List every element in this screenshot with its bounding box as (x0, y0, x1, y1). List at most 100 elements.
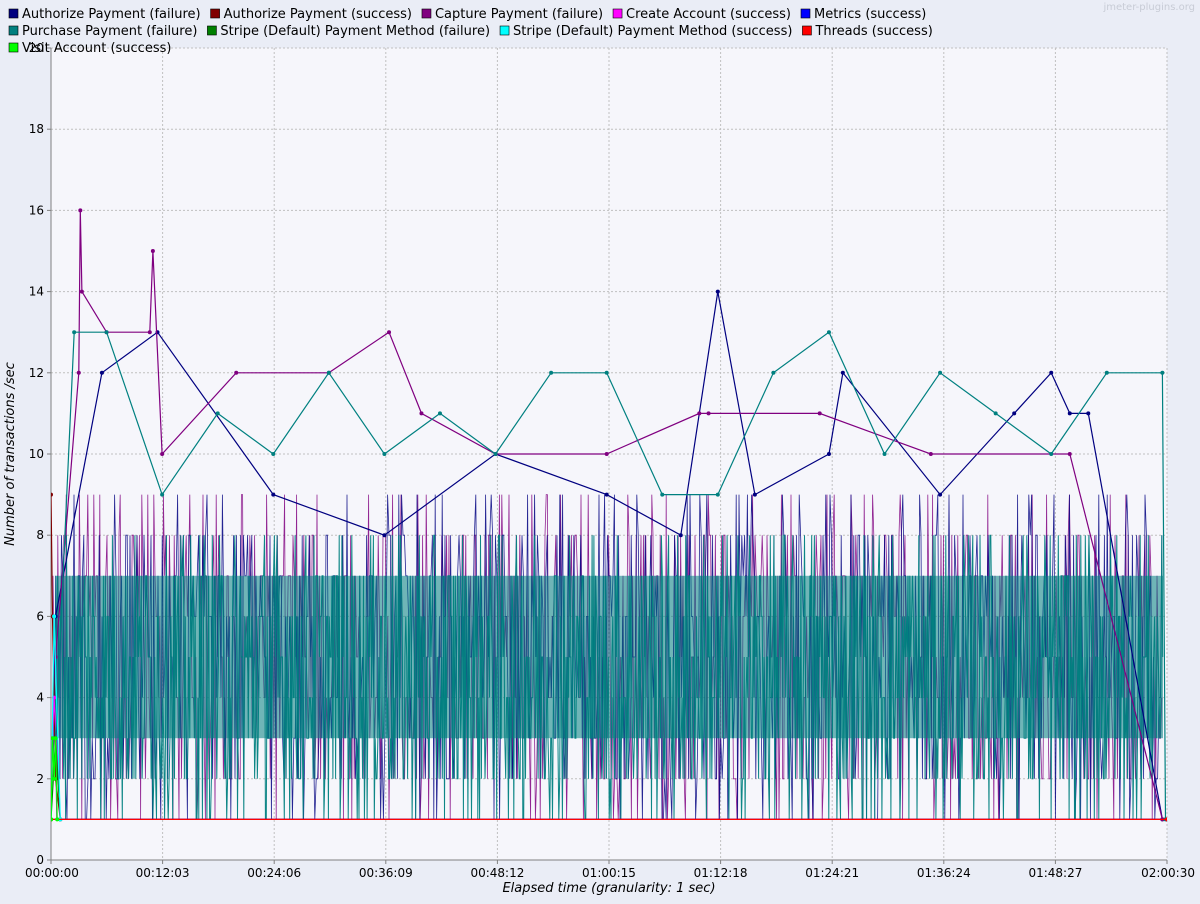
x-tick-label: 00:36:09 (359, 866, 413, 880)
y-tick-label: 18 (29, 122, 44, 136)
data-point (826, 452, 831, 456)
y-tick-label: 14 (29, 285, 44, 299)
data-point (99, 370, 104, 375)
data-point (678, 533, 683, 538)
data-point (715, 289, 720, 294)
data-point (1160, 370, 1165, 375)
data-point (882, 452, 887, 456)
y-tick-label: 12 (29, 366, 44, 380)
legend-entry: Authorize Payment (failure) (22, 7, 201, 22)
y-tick-labels: 0 2 4 6 8 10 12 14 16 18 20 (29, 41, 51, 867)
data-point (771, 370, 776, 375)
y-tick-label: 16 (29, 203, 44, 217)
data-point (604, 370, 609, 375)
data-point (437, 411, 442, 416)
data-point (840, 370, 845, 375)
x-tick-label: 01:00:15 (582, 866, 636, 880)
data-point (104, 330, 109, 335)
series-line (55, 291, 1163, 820)
data-point (493, 452, 498, 456)
legend-swatch (499, 25, 510, 36)
data-point (382, 533, 387, 538)
y-tick-label: 4 (36, 691, 44, 705)
data-point (382, 452, 387, 456)
data-point (52, 776, 57, 781)
y-tick-label: 2 (36, 772, 44, 786)
series-core-band (55, 575, 1163, 739)
legend-entry: Purchase Payment (failure) (22, 24, 197, 39)
data-point (52, 614, 57, 619)
y-tick-label: 6 (36, 609, 44, 623)
data-point (549, 370, 554, 375)
data-point (938, 492, 943, 497)
data-point (1067, 452, 1072, 456)
data-point (147, 330, 152, 335)
x-tick-label: 00:48:12 (470, 866, 524, 880)
data-point (928, 452, 933, 456)
legend-swatch (207, 25, 217, 36)
x-tick-label: 01:12:18 (694, 866, 748, 880)
legend-swatch (802, 25, 812, 36)
y-tick-label: 20 (29, 41, 44, 55)
data-point (1049, 452, 1054, 456)
data-point (817, 411, 822, 416)
data-point (604, 452, 609, 456)
data-point (697, 411, 702, 416)
data-point (326, 370, 331, 375)
data-point (604, 492, 609, 497)
x-tick-label: 00:00:00 (25, 866, 79, 880)
series-layer (51, 208, 1167, 822)
data-point (271, 492, 276, 497)
data-point (706, 411, 711, 416)
data-point (215, 411, 220, 416)
data-point (76, 370, 81, 375)
data-point (660, 492, 665, 497)
data-point (1086, 411, 1091, 416)
data-point (1012, 411, 1017, 416)
data-point (51, 492, 53, 497)
x-axis-label: Elapsed time (granularity: 1 sec) (502, 881, 715, 896)
data-point (51, 736, 55, 741)
data-point (1067, 411, 1072, 416)
legend-swatch (210, 8, 220, 19)
x-tick-label: 01:48:27 (1028, 866, 1082, 880)
legend: Authorize Payment (failure) Authorize Pay… (8, 7, 933, 56)
legend-swatch (421, 8, 432, 19)
legend-entry: Create Account (success) (626, 7, 791, 22)
data-point (160, 492, 165, 497)
y-tick-label: 0 (36, 853, 44, 867)
data-point (150, 249, 155, 253)
data-point (72, 330, 77, 335)
legend-entry: Capture Payment (failure) (435, 7, 603, 22)
data-point (826, 330, 831, 335)
legend-entry: Threads (success) (814, 24, 932, 39)
data-point (387, 330, 392, 335)
y-tick-label: 8 (36, 528, 44, 542)
x-tick-label: 00:24:06 (247, 866, 301, 880)
legend-swatch (8, 25, 19, 36)
data-point (938, 370, 943, 375)
data-point (419, 411, 424, 416)
x-tick-label: 02:00:30 (1141, 866, 1195, 880)
watermark: jmeter-plugins.org (1102, 2, 1195, 13)
series-9 (51, 736, 60, 822)
y-axis-label: Number of transactions /sec (3, 362, 18, 546)
legend-swatch (800, 8, 811, 19)
data-point (1165, 817, 1167, 822)
data-point (1049, 370, 1054, 375)
x-tick-labels: 00:00:00 00:12:03 00:24:06 00:36:09 00:48:12… (25, 860, 1195, 880)
x-tick-label: 00:12:03 (136, 866, 190, 880)
data-point (993, 411, 998, 416)
data-point (715, 492, 720, 497)
data-point (271, 452, 276, 456)
x-tick-label: 01:36:24 (917, 866, 971, 880)
legend-entry: Stripe (Default) Payment Method (failure… (220, 24, 490, 39)
data-point (160, 452, 165, 456)
legend-swatch (8, 8, 19, 19)
legend-entry: Authorize Payment (success) (224, 7, 412, 22)
x-tick-label: 01:24:21 (805, 866, 859, 880)
legend-swatch (612, 8, 623, 19)
legend-entry: Metrics (success) (814, 7, 926, 22)
